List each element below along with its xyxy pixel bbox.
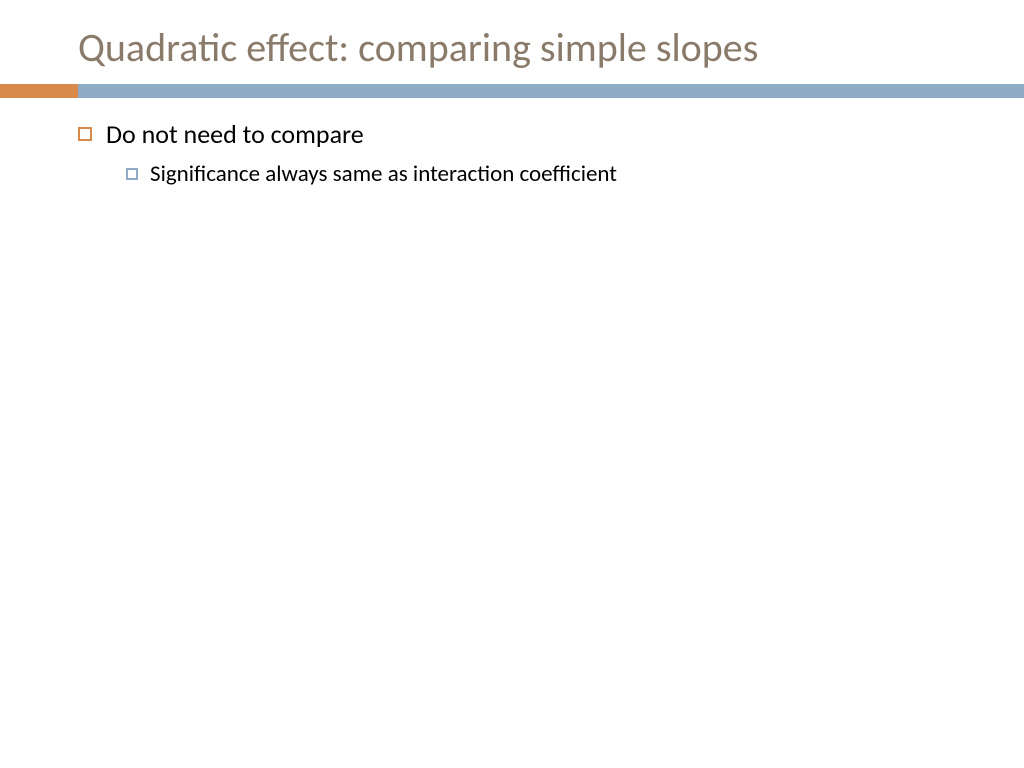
- square-bullet-icon: [78, 127, 92, 141]
- slide-title: Quadratic effect: comparing simple slope…: [0, 0, 1024, 84]
- bullet-level-2: Significance always same as interaction …: [126, 160, 946, 188]
- divider-right-accent: [78, 84, 1024, 98]
- slide-content: Do not need to compare Significance alwa…: [0, 98, 1024, 188]
- square-bullet-icon: [126, 168, 138, 180]
- divider-left-accent: [0, 84, 78, 98]
- bullet-text: Significance always same as interaction …: [150, 160, 617, 188]
- bullet-level-1: Do not need to compare: [78, 118, 946, 150]
- bullet-text: Do not need to compare: [106, 118, 364, 150]
- divider-bar: [0, 84, 1024, 98]
